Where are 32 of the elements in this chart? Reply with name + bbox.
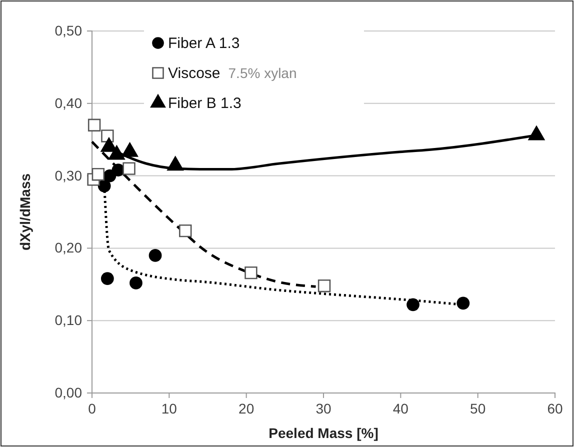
point [92, 168, 105, 181]
point [318, 279, 331, 292]
point [244, 266, 258, 280]
x-tick-label: 60 [547, 400, 563, 417]
legend-label: Fiber A 1.3 [168, 35, 240, 52]
x-tick-label: 30 [316, 400, 332, 417]
point [130, 276, 142, 290]
y-tick-label: 0,30 [54, 167, 82, 184]
legend-label: Viscose [168, 65, 220, 82]
annotation: 7.5% xylan [228, 65, 297, 81]
y-tick-label: 0,40 [54, 94, 82, 111]
x-tick-label: 10 [161, 400, 178, 417]
y-tick-label: 0,50 [54, 22, 82, 38]
y-axis-title: dXyl/dMass [17, 173, 33, 251]
point [88, 118, 101, 132]
x-tick-label: 40 [392, 400, 409, 417]
y-tick-label: 0,20 [54, 240, 82, 256]
point [406, 298, 420, 312]
point [456, 296, 470, 310]
point [179, 224, 192, 238]
x-tick-label: 0 [88, 400, 96, 417]
point [101, 272, 114, 286]
x-axis-title: Peeled Mass [%] [268, 425, 378, 441]
line-series [90, 140, 318, 288]
y-tick-label: 0,10 [54, 312, 82, 328]
legend-label: Fiber B 1.3 [168, 95, 242, 112]
y-tick-label: 0,00 [54, 384, 82, 400]
x-tick-label: 20 [238, 400, 254, 417]
x-tick-label: 50 [470, 400, 486, 417]
point [101, 130, 114, 142]
point [122, 162, 136, 175]
point [148, 249, 162, 262]
